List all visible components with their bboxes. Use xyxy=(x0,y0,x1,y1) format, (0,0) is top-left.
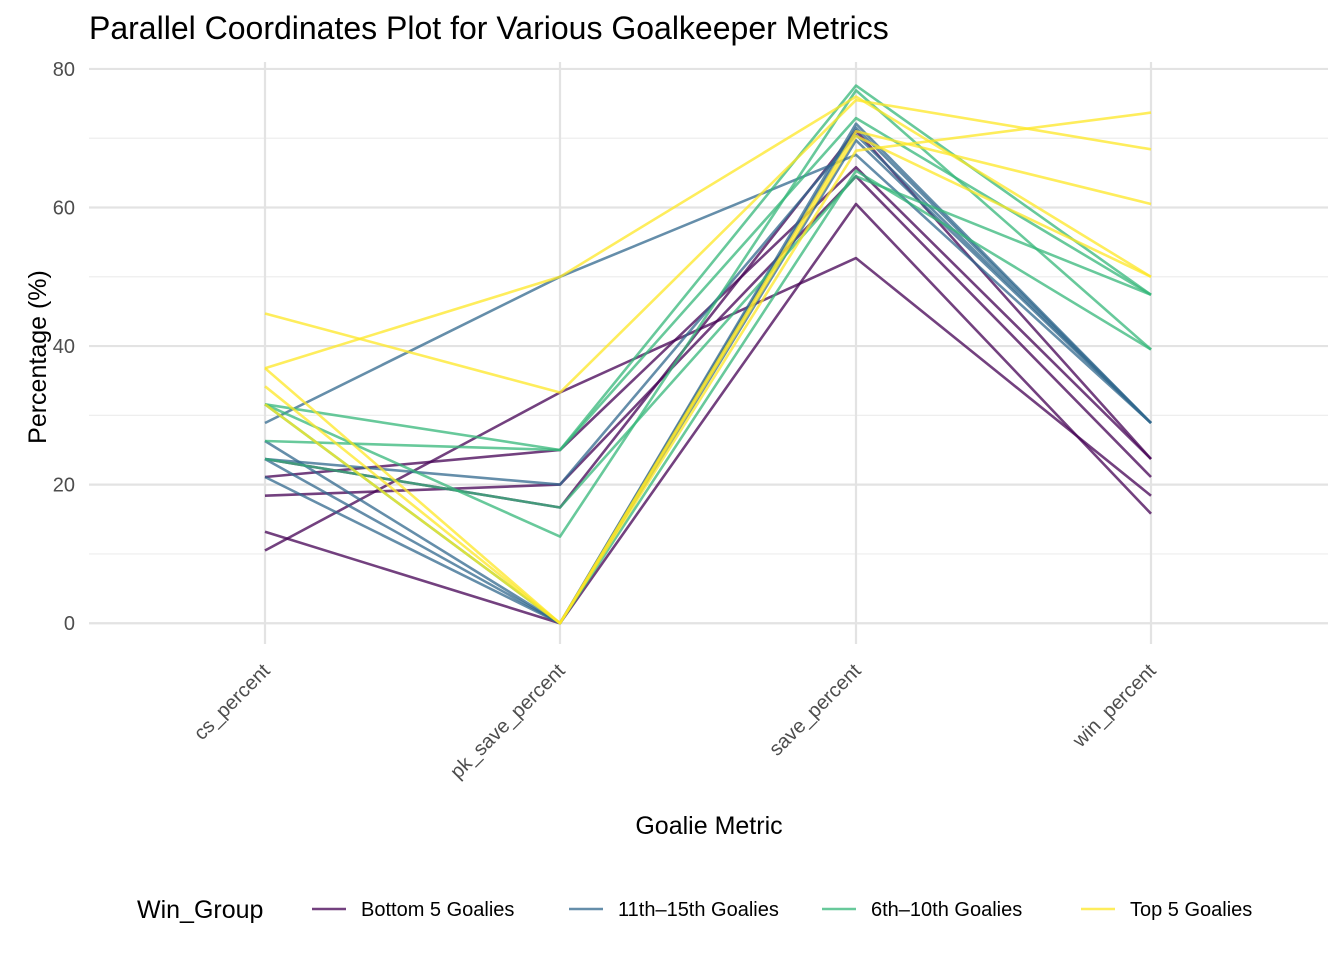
grid xyxy=(89,62,1328,644)
x-tick-label: pk_save_percent xyxy=(446,660,570,784)
legend-label: Top 5 Goalies xyxy=(1130,899,1252,921)
legend-title: Win_Group xyxy=(137,896,263,924)
series-line xyxy=(264,134,1152,625)
series-line xyxy=(264,175,1152,497)
series-line xyxy=(264,169,1152,625)
series-line xyxy=(264,95,1152,370)
legend: Win_Group Bottom 5 Goalies 11th–15th Goal… xyxy=(137,896,1252,924)
legend-label: 11th–15th Goalies xyxy=(618,899,779,921)
x-axis-ticks: cs_percent pk_save_percent save_percent win… xyxy=(190,660,1161,784)
y-tick-label: 20 xyxy=(53,475,75,497)
x-tick-label: save_percent xyxy=(765,660,866,761)
series-line xyxy=(264,84,1152,452)
y-tick-label: 0 xyxy=(64,613,75,635)
series-line xyxy=(264,89,1152,538)
series-line xyxy=(264,116,1152,452)
chart-title: Parallel Coordinates Plot for Various Go… xyxy=(89,10,889,46)
y-tick-label: 40 xyxy=(53,336,75,358)
legend-label: 6th–10th Goalies xyxy=(871,899,1022,921)
legend-items: Bottom 5 Goalies 11th–15th Goalies 6th–10t… xyxy=(312,899,1252,921)
y-axis-title: Percentage (%) xyxy=(24,270,52,444)
series-line xyxy=(264,202,1152,625)
plot-area: 0 20 40 60 80 cs_percent pk_save_percent save_… xyxy=(53,59,1328,783)
y-tick-label: 80 xyxy=(53,59,75,81)
series-lines xyxy=(264,84,1152,625)
x-tick-label: win_percent xyxy=(1068,660,1161,753)
x-axis-title: Goalie Metric xyxy=(635,812,782,840)
x-tick-label: cs_percent xyxy=(190,660,275,745)
series-line xyxy=(264,153,1152,425)
legend-label: Bottom 5 Goalies xyxy=(361,899,514,921)
series-line xyxy=(264,111,1152,625)
series-line xyxy=(264,175,1152,509)
y-tick-label: 60 xyxy=(53,198,75,220)
y-axis-ticks: 0 20 40 60 80 xyxy=(53,59,75,635)
series-line xyxy=(264,98,1152,394)
